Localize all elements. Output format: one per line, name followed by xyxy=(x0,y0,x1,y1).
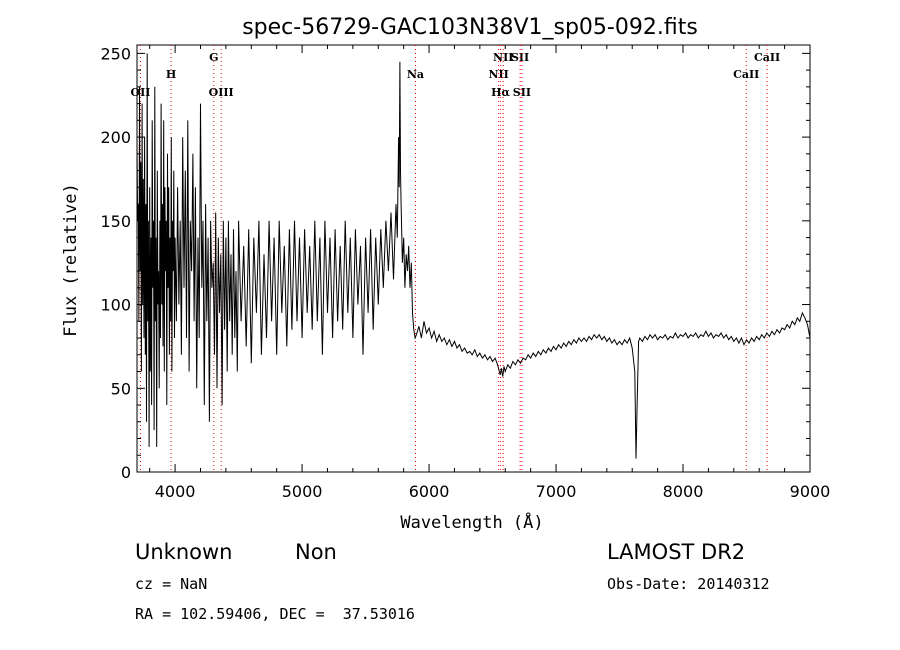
coordinates-label: RA = 102.59406, DEC = 37.53016 xyxy=(135,605,415,623)
spectral-line-label: G xyxy=(209,51,218,64)
survey-label: LAMOST DR2 xyxy=(607,540,746,564)
spectral-line-label: NII xyxy=(488,68,508,81)
x-tick-label: 6000 xyxy=(409,482,450,501)
y-tick-label: 50 xyxy=(111,379,131,398)
classification-label: Unknown xyxy=(135,540,233,564)
y-tick-label: 0 xyxy=(121,463,131,482)
x-axis-label: Wavelength (Å) xyxy=(400,511,543,533)
chart-title: spec-56729-GAC103N38V1_sp05-092.fits xyxy=(242,15,698,40)
spectral-line-label: CaII xyxy=(754,51,780,64)
x-tick-label: 5000 xyxy=(282,482,323,501)
x-tick-label: 8000 xyxy=(663,482,704,501)
subclass-label: Non xyxy=(295,540,337,564)
x-tick-label: 4000 xyxy=(155,482,196,501)
spectral-line-label: Na xyxy=(407,68,424,81)
spectral-line-label: SII xyxy=(513,86,531,99)
y-tick-label: 100 xyxy=(100,296,131,315)
redshift-label: cz = NaN xyxy=(135,575,208,593)
flux-series-line xyxy=(136,53,811,459)
y-axis-label: Flux (relative) xyxy=(61,183,81,337)
x-tick-label: 9000 xyxy=(790,482,831,501)
spectral-line-label: NII xyxy=(493,51,513,64)
plot-frame xyxy=(136,44,811,473)
spectral-line-label: CaII xyxy=(733,68,759,81)
spectral-line-label: Hα xyxy=(491,86,510,99)
y-tick-label: 250 xyxy=(100,44,131,63)
x-tick-label: 7000 xyxy=(536,482,577,501)
y-tick-label: 150 xyxy=(100,212,131,231)
spectral-line-label: SII xyxy=(511,51,529,64)
y-tick-label: 200 xyxy=(100,128,131,147)
spectral-line-label: OIII xyxy=(209,86,234,99)
obs-date-label: Obs-Date: 20140312 xyxy=(607,575,770,593)
spectral-line-label: H xyxy=(166,68,176,81)
spectral-line-label: OII xyxy=(130,86,150,99)
